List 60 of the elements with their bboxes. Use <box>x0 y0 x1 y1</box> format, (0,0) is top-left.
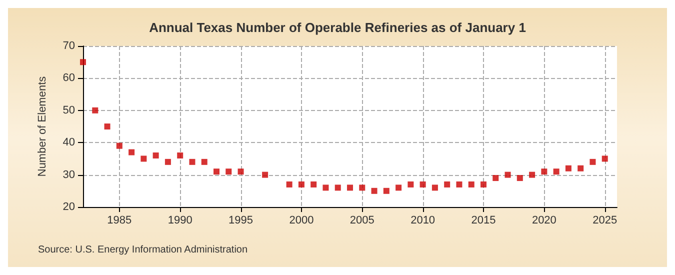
point <box>177 152 184 158</box>
point <box>238 168 244 175</box>
x-tick-label: 1990 <box>168 214 192 226</box>
chart-title: Annual Texas Number of Operable Refineries as of January 1 <box>149 20 526 35</box>
point <box>468 181 474 188</box>
point <box>516 175 523 182</box>
point <box>152 152 159 158</box>
y-tick-label: 40 <box>62 136 75 149</box>
point <box>189 158 196 165</box>
point <box>104 124 110 130</box>
y-tick-label: 50 <box>62 104 75 116</box>
point <box>334 184 341 191</box>
y-axis-title: Number of Elements <box>36 76 48 177</box>
point <box>286 181 292 188</box>
point <box>590 158 596 165</box>
point <box>456 181 462 188</box>
point <box>492 175 499 182</box>
point <box>298 181 304 188</box>
point <box>322 184 329 191</box>
point <box>383 188 390 194</box>
source-note: Source: U.S. Energy Information Administration <box>38 244 248 256</box>
point <box>529 172 536 178</box>
point <box>420 181 426 188</box>
x-tick-label: 2010 <box>410 214 436 226</box>
x-tick-label: 2020 <box>532 214 556 226</box>
point <box>262 172 268 178</box>
point <box>432 184 438 191</box>
x-tick-label: 2015 <box>471 214 496 226</box>
point <box>408 181 414 188</box>
point <box>504 172 511 178</box>
point <box>310 181 317 188</box>
x-tick-label: 2025 <box>592 214 618 226</box>
point <box>226 168 232 175</box>
point <box>480 181 486 188</box>
point <box>164 158 171 165</box>
point <box>140 156 147 162</box>
point <box>359 184 366 191</box>
y-tick-label: 60 <box>62 72 75 84</box>
point <box>201 158 208 165</box>
point <box>396 184 402 191</box>
point <box>92 107 98 114</box>
point <box>347 184 353 191</box>
point <box>578 165 584 172</box>
y-tick-label: 70 <box>62 40 75 52</box>
x-tick-label: 2000 <box>289 214 314 226</box>
point <box>553 168 560 175</box>
x-tick-label: 2005 <box>350 214 374 226</box>
x-tick-label: 1985 <box>107 214 132 226</box>
point <box>214 168 220 175</box>
y-tick-label: 30 <box>62 168 75 181</box>
point <box>371 188 378 194</box>
point <box>128 149 135 156</box>
y-tick-label: 20 <box>62 201 75 213</box>
point <box>602 156 608 162</box>
point <box>565 165 572 172</box>
point <box>80 59 86 66</box>
point <box>444 181 450 188</box>
point <box>541 168 548 175</box>
point <box>116 142 122 149</box>
x-tick-label: 1995 <box>228 214 254 226</box>
